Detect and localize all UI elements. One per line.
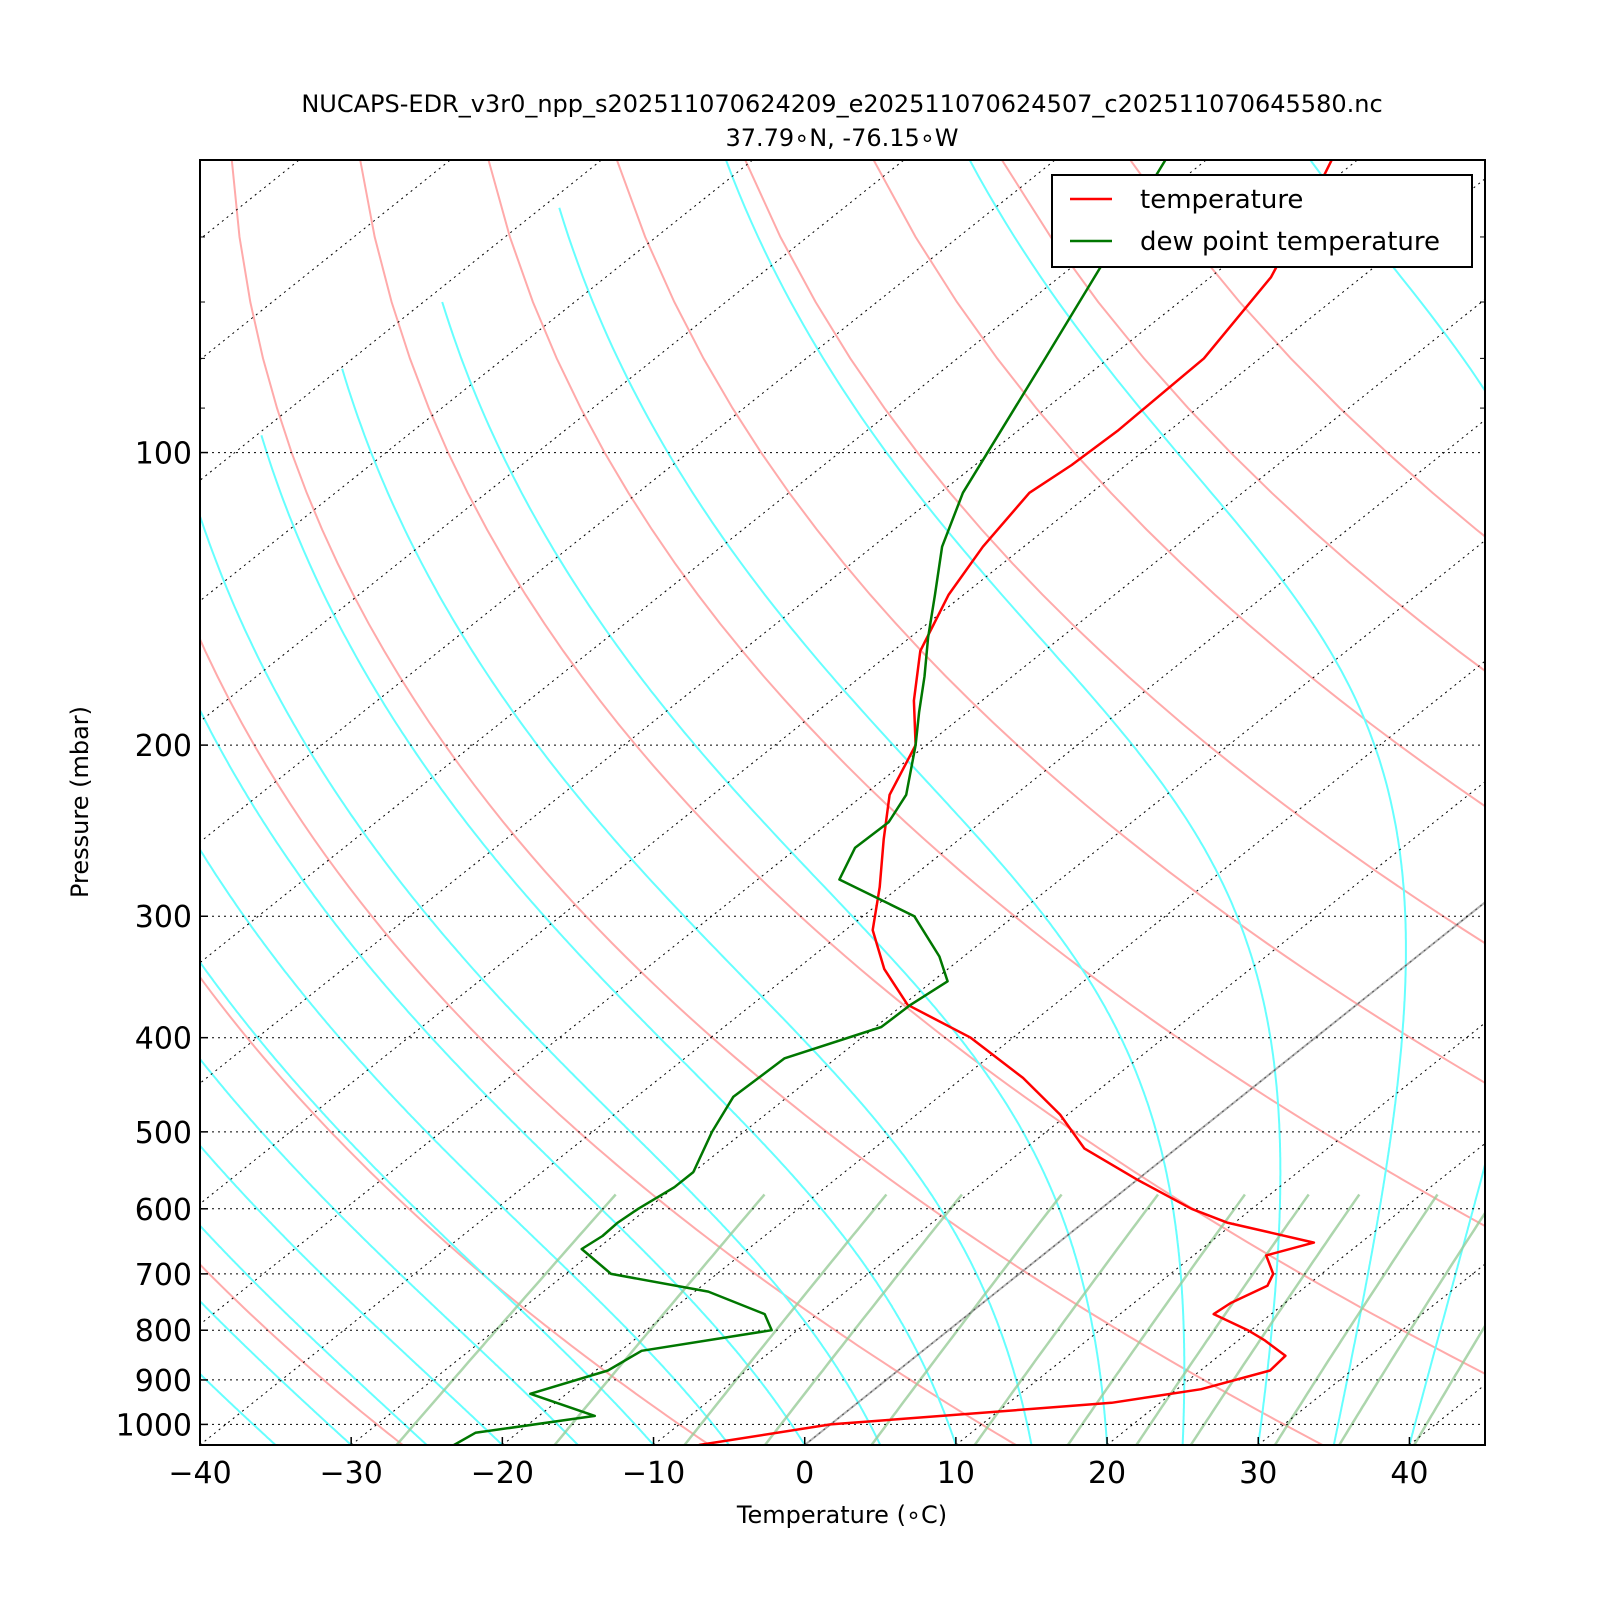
moist-adiabat <box>260 435 957 1445</box>
moist-adiabat <box>200 513 882 1445</box>
mixing-ratio-lines <box>395 1193 1485 1445</box>
isotherm-line <box>502 660 1485 1445</box>
y-axis-label: Pressure (mbar) <box>66 706 94 898</box>
y-tick-label: 300 <box>135 900 192 935</box>
isotherm-line <box>350 539 1485 1445</box>
isotherm-line <box>200 178 1485 1205</box>
moist-adiabat <box>441 301 1109 1445</box>
legend: temperature dew point temperature <box>1051 174 1473 268</box>
isotherm-line <box>200 160 754 602</box>
isotherm-line <box>200 160 1056 843</box>
moist-adiabat <box>341 368 1033 1445</box>
moist-adiabat <box>200 1299 352 1445</box>
x-tick-label: −20 <box>471 1456 534 1491</box>
isotherm-line <box>653 781 1485 1445</box>
mixing-ratio-line <box>683 1193 888 1445</box>
isotherm-line <box>200 160 905 723</box>
dry-adiabat <box>487 160 1485 1228</box>
mixing-ratio-line <box>1135 1193 1310 1445</box>
legend-frame <box>1051 174 1473 268</box>
dry-adiabat <box>200 636 1017 1445</box>
moist-adiabats <box>200 160 1485 1445</box>
y-tick-label: 900 <box>135 1364 192 1399</box>
mixing-ratio-line <box>870 1193 1063 1445</box>
mixing-ratio-line <box>764 1193 963 1445</box>
dry-adiabat <box>200 1263 404 1445</box>
chart-subtitle: 37.79∘N, -76.15∘W <box>725 124 958 152</box>
moist-adiabat <box>200 960 655 1445</box>
dew-point-line <box>453 160 1167 1445</box>
dry-adiabat <box>359 160 1485 1375</box>
mixing-ratio-line <box>395 1193 617 1445</box>
temperature-line <box>698 160 1333 1445</box>
isotherm-line <box>955 1022 1485 1445</box>
y-tick-label: 1000 <box>116 1408 192 1443</box>
x-axis-label: Temperature (∘C) <box>736 1501 947 1529</box>
moist-adiabat <box>200 1057 579 1445</box>
zero-isotherm <box>804 901 1485 1445</box>
isotherm-line <box>200 419 1485 1445</box>
x-tick-label: 0 <box>795 1456 814 1491</box>
moist-adiabat <box>200 1372 277 1445</box>
dry-adiabats <box>200 160 1485 1445</box>
x-tick-label: −10 <box>622 1456 685 1491</box>
x-tick-label: 40 <box>1390 1456 1428 1491</box>
y-tick-label: 400 <box>135 1022 192 1057</box>
series-group <box>453 160 1333 1445</box>
y-tick-label: 200 <box>135 729 192 764</box>
axis-ticks: −40 −30 −20 −10 0 10 20 30 40 100 200 300 400 500 600 7… <box>116 159 1485 1491</box>
y-tick-label: 700 <box>135 1258 192 1293</box>
isotherm-line <box>200 160 1207 964</box>
isotherm-gridlines <box>200 160 1485 1445</box>
x-tick-label: 30 <box>1239 1456 1277 1491</box>
y-tick-label: 600 <box>135 1193 192 1228</box>
x-tick-label: 20 <box>1088 1456 1126 1491</box>
x-tick-label: −30 <box>320 1456 383 1491</box>
y-tick-label: 800 <box>135 1314 192 1349</box>
moist-adiabat <box>200 1224 428 1445</box>
legend-label-dew-point: dew point temperature <box>1140 227 1440 257</box>
isotherm-line <box>200 160 602 481</box>
isotherm-line <box>200 160 1358 1084</box>
isotherm-line <box>1106 1142 1485 1445</box>
mixing-ratio-line <box>1338 1210 1485 1445</box>
dry-adiabat <box>872 160 1485 808</box>
moist-adiabat <box>1309 160 1485 1445</box>
dry-adiabat <box>615 160 1485 1085</box>
chart-title: NUCAPS-EDR_v3r0_npp_s202511070624209_e20… <box>301 90 1382 118</box>
mixing-ratio-line <box>1413 1323 1485 1445</box>
moist-adiabat <box>200 708 806 1445</box>
plot-frame <box>199 159 1486 1446</box>
legend-label-temperature: temperature <box>1140 185 1303 215</box>
x-tick-label: −40 <box>168 1456 231 1491</box>
moist-adiabat <box>200 1144 504 1445</box>
moist-adiabat <box>200 847 730 1445</box>
dry-adiabat <box>230 160 1324 1445</box>
y-tick-label: 500 <box>135 1116 192 1151</box>
isotherm-line <box>200 298 1485 1326</box>
dry-adiabat <box>744 160 1485 945</box>
x-tick-label: 10 <box>937 1456 975 1491</box>
mixing-ratio-line <box>1273 1193 1439 1445</box>
mixing-ratio-line <box>1066 1193 1246 1445</box>
moist-adiabat <box>968 160 1407 1445</box>
y-tick-label: 100 <box>135 437 192 472</box>
